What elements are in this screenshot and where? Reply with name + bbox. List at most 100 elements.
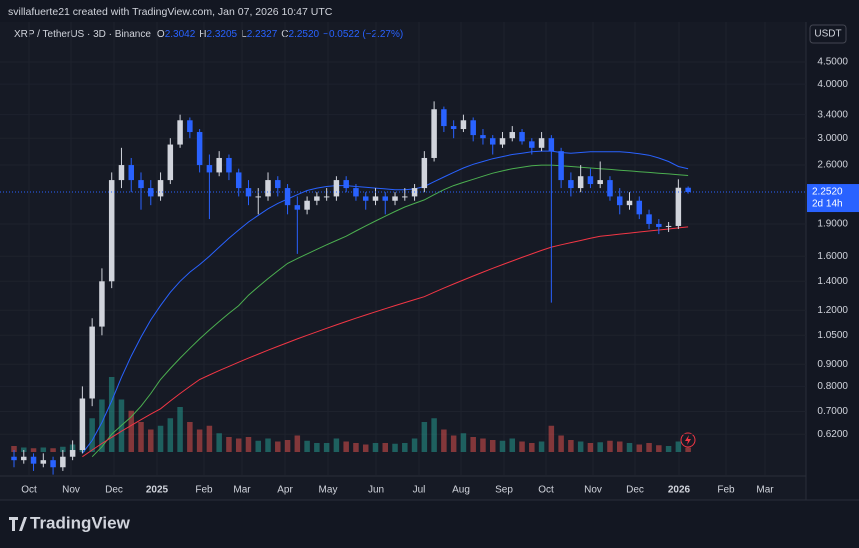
volume-bar <box>128 410 134 452</box>
moving-average <box>82 150 689 454</box>
candle-body <box>187 120 193 133</box>
ohlc-letter: L <box>241 29 247 40</box>
x-tick-label: Aug <box>452 485 470 496</box>
moving-average <box>82 226 689 458</box>
candle-body <box>656 223 662 227</box>
candle-body <box>323 196 330 198</box>
x-tick-label: Jul <box>413 485 426 496</box>
volume-bar <box>99 399 105 452</box>
x-tick-label: Sep <box>495 485 513 496</box>
volume-bar <box>187 422 193 452</box>
x-tick-label: Oct <box>538 485 554 496</box>
candle-body <box>255 196 261 198</box>
candle-body <box>597 180 603 185</box>
ohlc-letter: H <box>199 29 206 40</box>
candle-body <box>568 180 574 189</box>
candle-body <box>157 180 164 197</box>
alert-icon <box>685 435 691 445</box>
volume-bar <box>177 407 183 452</box>
volume-bar <box>216 433 222 452</box>
volume-bar <box>519 441 525 452</box>
volume-bar <box>333 438 340 452</box>
candle-body <box>489 138 496 145</box>
x-tick-label: Oct <box>21 485 37 496</box>
ohlc-value: 2.3205 <box>207 29 238 40</box>
candle-body <box>626 200 633 206</box>
currency-button[interactable] <box>809 24 847 44</box>
volume-bar <box>665 446 672 452</box>
alert-icon <box>680 432 696 448</box>
volume-bar <box>50 448 56 452</box>
volume-bar <box>529 443 535 452</box>
candle-body <box>538 138 545 148</box>
volume-bar <box>314 443 320 452</box>
x-tick-label: 2025 <box>146 485 169 496</box>
volume-bar <box>60 446 66 452</box>
volume-bar <box>148 429 154 452</box>
volume-bar <box>30 448 37 452</box>
candle-body <box>235 172 242 189</box>
y-tick-label: 0.9000 <box>817 359 848 370</box>
candle-body <box>353 188 359 197</box>
candle-body <box>558 151 564 181</box>
x-tick-label: Feb <box>195 485 213 496</box>
x-tick-label: Jun <box>368 485 384 496</box>
y-tick-label: 0.7000 <box>817 406 848 417</box>
volume-bar <box>304 440 310 452</box>
volume-bar <box>636 444 643 452</box>
candle-body <box>480 135 486 139</box>
volume-bar <box>441 429 447 452</box>
volume-bar <box>646 443 652 452</box>
candle-body <box>362 196 369 201</box>
volume-bar <box>450 435 457 452</box>
candle-body <box>216 157 222 173</box>
y-tick-label: 3.4000 <box>817 109 848 120</box>
volume-bar <box>597 442 603 452</box>
candle-body <box>177 120 183 145</box>
volume-bar <box>656 445 662 452</box>
candle-body <box>402 196 408 198</box>
volume-bar <box>421 422 428 452</box>
volume-bar <box>489 440 496 452</box>
candle-body <box>529 141 535 148</box>
x-tick-label: Dec <box>626 485 644 496</box>
volume-bar <box>607 440 613 452</box>
y-tick-label: 3.0000 <box>817 133 848 144</box>
header: svillafuerte21 created with TradingView.… <box>8 6 333 18</box>
candle-body <box>382 196 389 201</box>
candle-body <box>128 165 134 181</box>
candle-body <box>343 180 349 189</box>
volume-bar <box>577 441 584 452</box>
candle-body <box>587 176 594 185</box>
candle-body <box>284 188 291 206</box>
volume-bar <box>558 435 564 452</box>
y-tick-label: 1.0500 <box>817 330 848 341</box>
volume-bar <box>138 422 144 452</box>
ohlc-value: 2.2520 <box>289 29 320 40</box>
y-tick-label: 0.8000 <box>817 381 848 392</box>
candle-body <box>685 187 691 193</box>
volume-bar <box>382 443 389 452</box>
candle-body <box>60 456 66 468</box>
volume-bar <box>206 425 213 452</box>
volume-bar <box>402 443 408 452</box>
candle-body <box>577 176 584 189</box>
volume-bar <box>275 441 281 452</box>
x-tick-label: Mar <box>233 485 251 496</box>
y-tick-label: 2.6000 <box>817 160 848 171</box>
x-tick-label: 2026 <box>668 485 691 496</box>
y-tick-label: 1.4000 <box>817 276 848 287</box>
y-tick-label: 0.6200 <box>817 429 848 440</box>
candle-body <box>392 196 398 201</box>
volume-bar <box>11 446 17 452</box>
x-tick-label: Feb <box>717 485 735 496</box>
x-tick-label: Mar <box>756 485 774 496</box>
last-price-box <box>807 184 859 213</box>
currency[interactable]: USDT <box>814 29 841 40</box>
volume-bar <box>235 438 242 452</box>
legend: XRP / TetherUS · 3D · Binance O2.3042 H2.3… <box>14 29 403 40</box>
candle-body <box>304 200 310 210</box>
plot-area <box>0 22 806 500</box>
candle-body <box>470 120 476 136</box>
